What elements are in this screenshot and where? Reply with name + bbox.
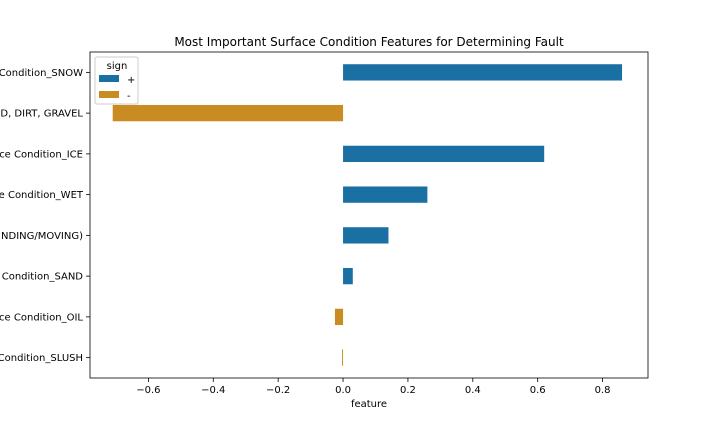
y-tick-label: Condition_SAND bbox=[2, 272, 84, 283]
legend-title: sign bbox=[107, 61, 128, 72]
bar bbox=[343, 145, 545, 163]
bar bbox=[343, 267, 353, 285]
x-tick-label: −0.4 bbox=[201, 385, 225, 396]
legend-label-minus: - bbox=[127, 91, 131, 102]
y-tick-label: ce Condition_ICE bbox=[0, 149, 83, 160]
x-tick-label: −0.2 bbox=[266, 385, 290, 396]
x-tick-label: 0.6 bbox=[530, 385, 546, 396]
x-tick-label: 0.8 bbox=[595, 385, 611, 396]
axes-frame bbox=[89, 51, 649, 379]
y-tick-label: D, DIRT, GRAVEL bbox=[0, 109, 83, 120]
bar bbox=[342, 349, 344, 366]
bar bbox=[343, 64, 623, 81]
legend-swatch-plus bbox=[99, 75, 119, 82]
legend: sign + - bbox=[94, 56, 139, 105]
legend-label-plus: + bbox=[127, 75, 135, 86]
bar bbox=[334, 308, 344, 326]
x-tick-label: −0.6 bbox=[136, 385, 160, 396]
x-tick-label: 0.2 bbox=[400, 385, 416, 396]
x-tick-label: 0.4 bbox=[465, 385, 481, 396]
chart-title: Most Important Surface Condition Feature… bbox=[174, 35, 564, 49]
x-tick-label: 0.0 bbox=[335, 385, 351, 396]
y-tick-label: NDING/MOVING) bbox=[1, 231, 83, 242]
y-tick-label: ce Condition_OIL bbox=[0, 312, 83, 323]
y-tick-label: e Condition_WET bbox=[0, 190, 84, 201]
bar bbox=[112, 104, 344, 122]
y-tick-label: Condition_SNOW bbox=[0, 68, 83, 79]
y-tick-label: Condition_SLUSH bbox=[0, 353, 83, 364]
plot-area bbox=[112, 64, 623, 366]
bar bbox=[343, 186, 428, 203]
legend-swatch-minus bbox=[99, 91, 119, 98]
x-axis-title: feature bbox=[351, 399, 387, 410]
bar bbox=[343, 227, 389, 244]
